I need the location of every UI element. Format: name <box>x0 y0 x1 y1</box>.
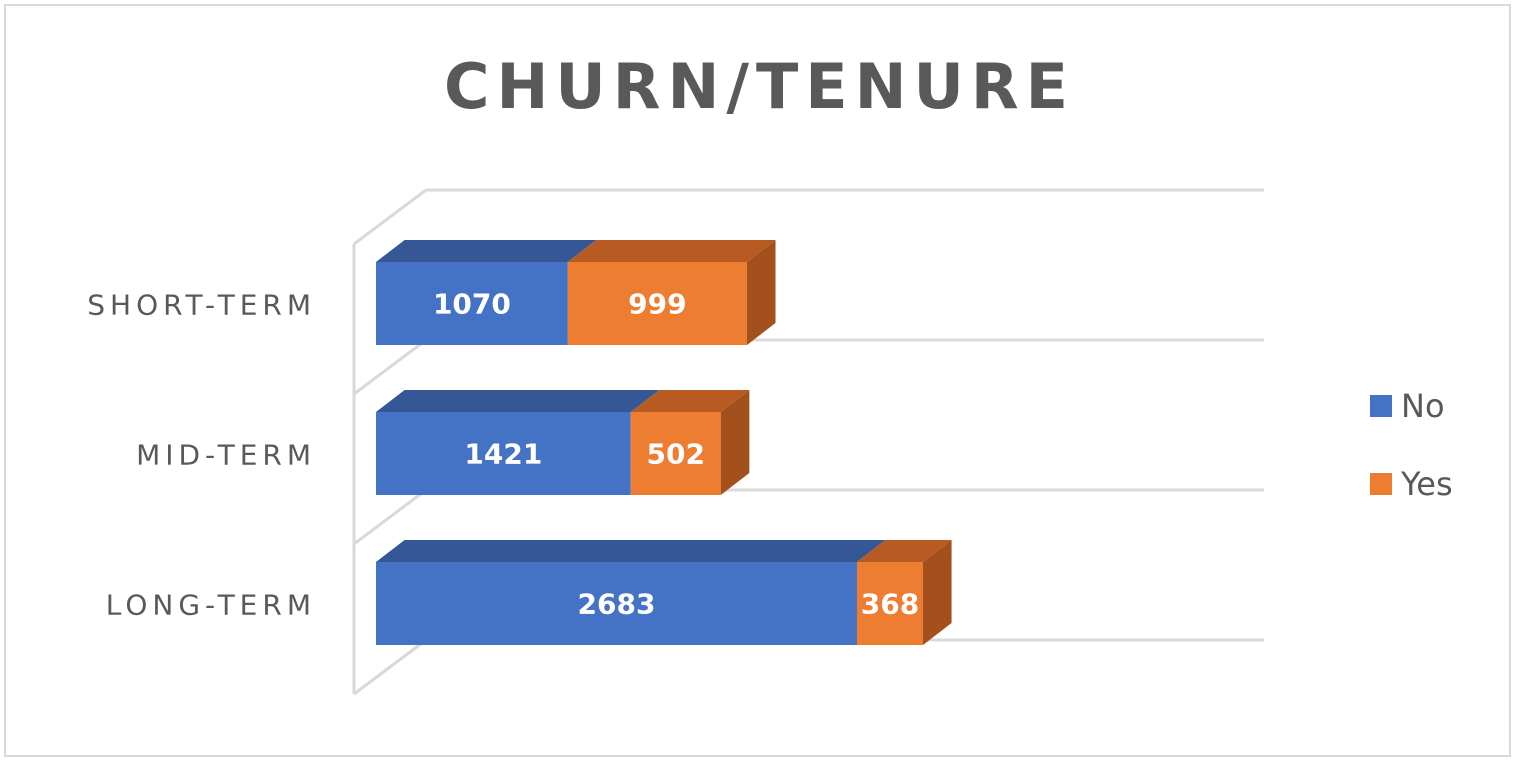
bar-mid-term-yes: 502 <box>630 390 750 495</box>
data-label-mid-term-yes: 502 <box>647 438 705 471</box>
wall-divider <box>353 638 427 696</box>
category-label-short-term: SHORT-TERM <box>87 289 316 322</box>
bar-front-face <box>376 262 568 345</box>
bar-front-face <box>376 412 631 495</box>
bar-top-face <box>630 390 750 412</box>
bar-top-face <box>567 240 776 262</box>
chart-floor <box>352 188 427 696</box>
wall-divider <box>353 338 427 396</box>
side-wall-top-edge <box>353 188 427 246</box>
data-label-short-term-yes: 999 <box>628 288 686 321</box>
bar-front-face <box>567 262 747 345</box>
legend-item-no: No <box>1370 387 1445 425</box>
legend-item-yes: Yes <box>1370 465 1453 503</box>
bar-front-face <box>376 562 857 645</box>
bar-side-face <box>746 240 776 345</box>
bar-front-face <box>856 562 923 645</box>
bar-mid-term-no: 1421 <box>376 390 660 495</box>
bar-side-face <box>922 540 952 645</box>
legend-swatch-yes <box>1370 473 1392 495</box>
bar-side-face <box>720 390 750 495</box>
bar-top-face <box>856 540 952 562</box>
data-label-long-term-yes: 368 <box>861 588 919 621</box>
data-label-mid-term-no: 1421 <box>464 438 542 471</box>
bar-top-face <box>376 540 886 562</box>
data-label-long-term-no: 2683 <box>578 588 656 621</box>
bar-front-face <box>630 412 721 495</box>
category-labels: SHORT-TERM MID-TERM LONG-TERM <box>87 289 316 622</box>
legend-label-no: No <box>1401 387 1445 425</box>
chart-title: CHURN/TENURE <box>444 50 1075 123</box>
category-label-long-term: LONG-TERM <box>106 589 316 622</box>
legend: No Yes <box>1370 387 1453 503</box>
legend-swatch-no <box>1370 395 1392 417</box>
bar-long-term-yes: 368 <box>856 540 952 645</box>
data-label-short-term-no: 1070 <box>433 288 511 321</box>
category-label-mid-term: MID-TERM <box>136 439 316 472</box>
wall-divider <box>353 488 427 546</box>
bar-short-term-no: 1070 <box>376 240 597 345</box>
bar-top-face <box>376 390 660 412</box>
bar-short-term-yes: 999 <box>567 240 776 345</box>
bar-long-term-no: 2683 <box>376 540 886 645</box>
bars: 1070 999 1421 502 2683 368 <box>376 240 952 645</box>
legend-label-yes: Yes <box>1400 465 1453 503</box>
bar-top-face <box>376 240 597 262</box>
